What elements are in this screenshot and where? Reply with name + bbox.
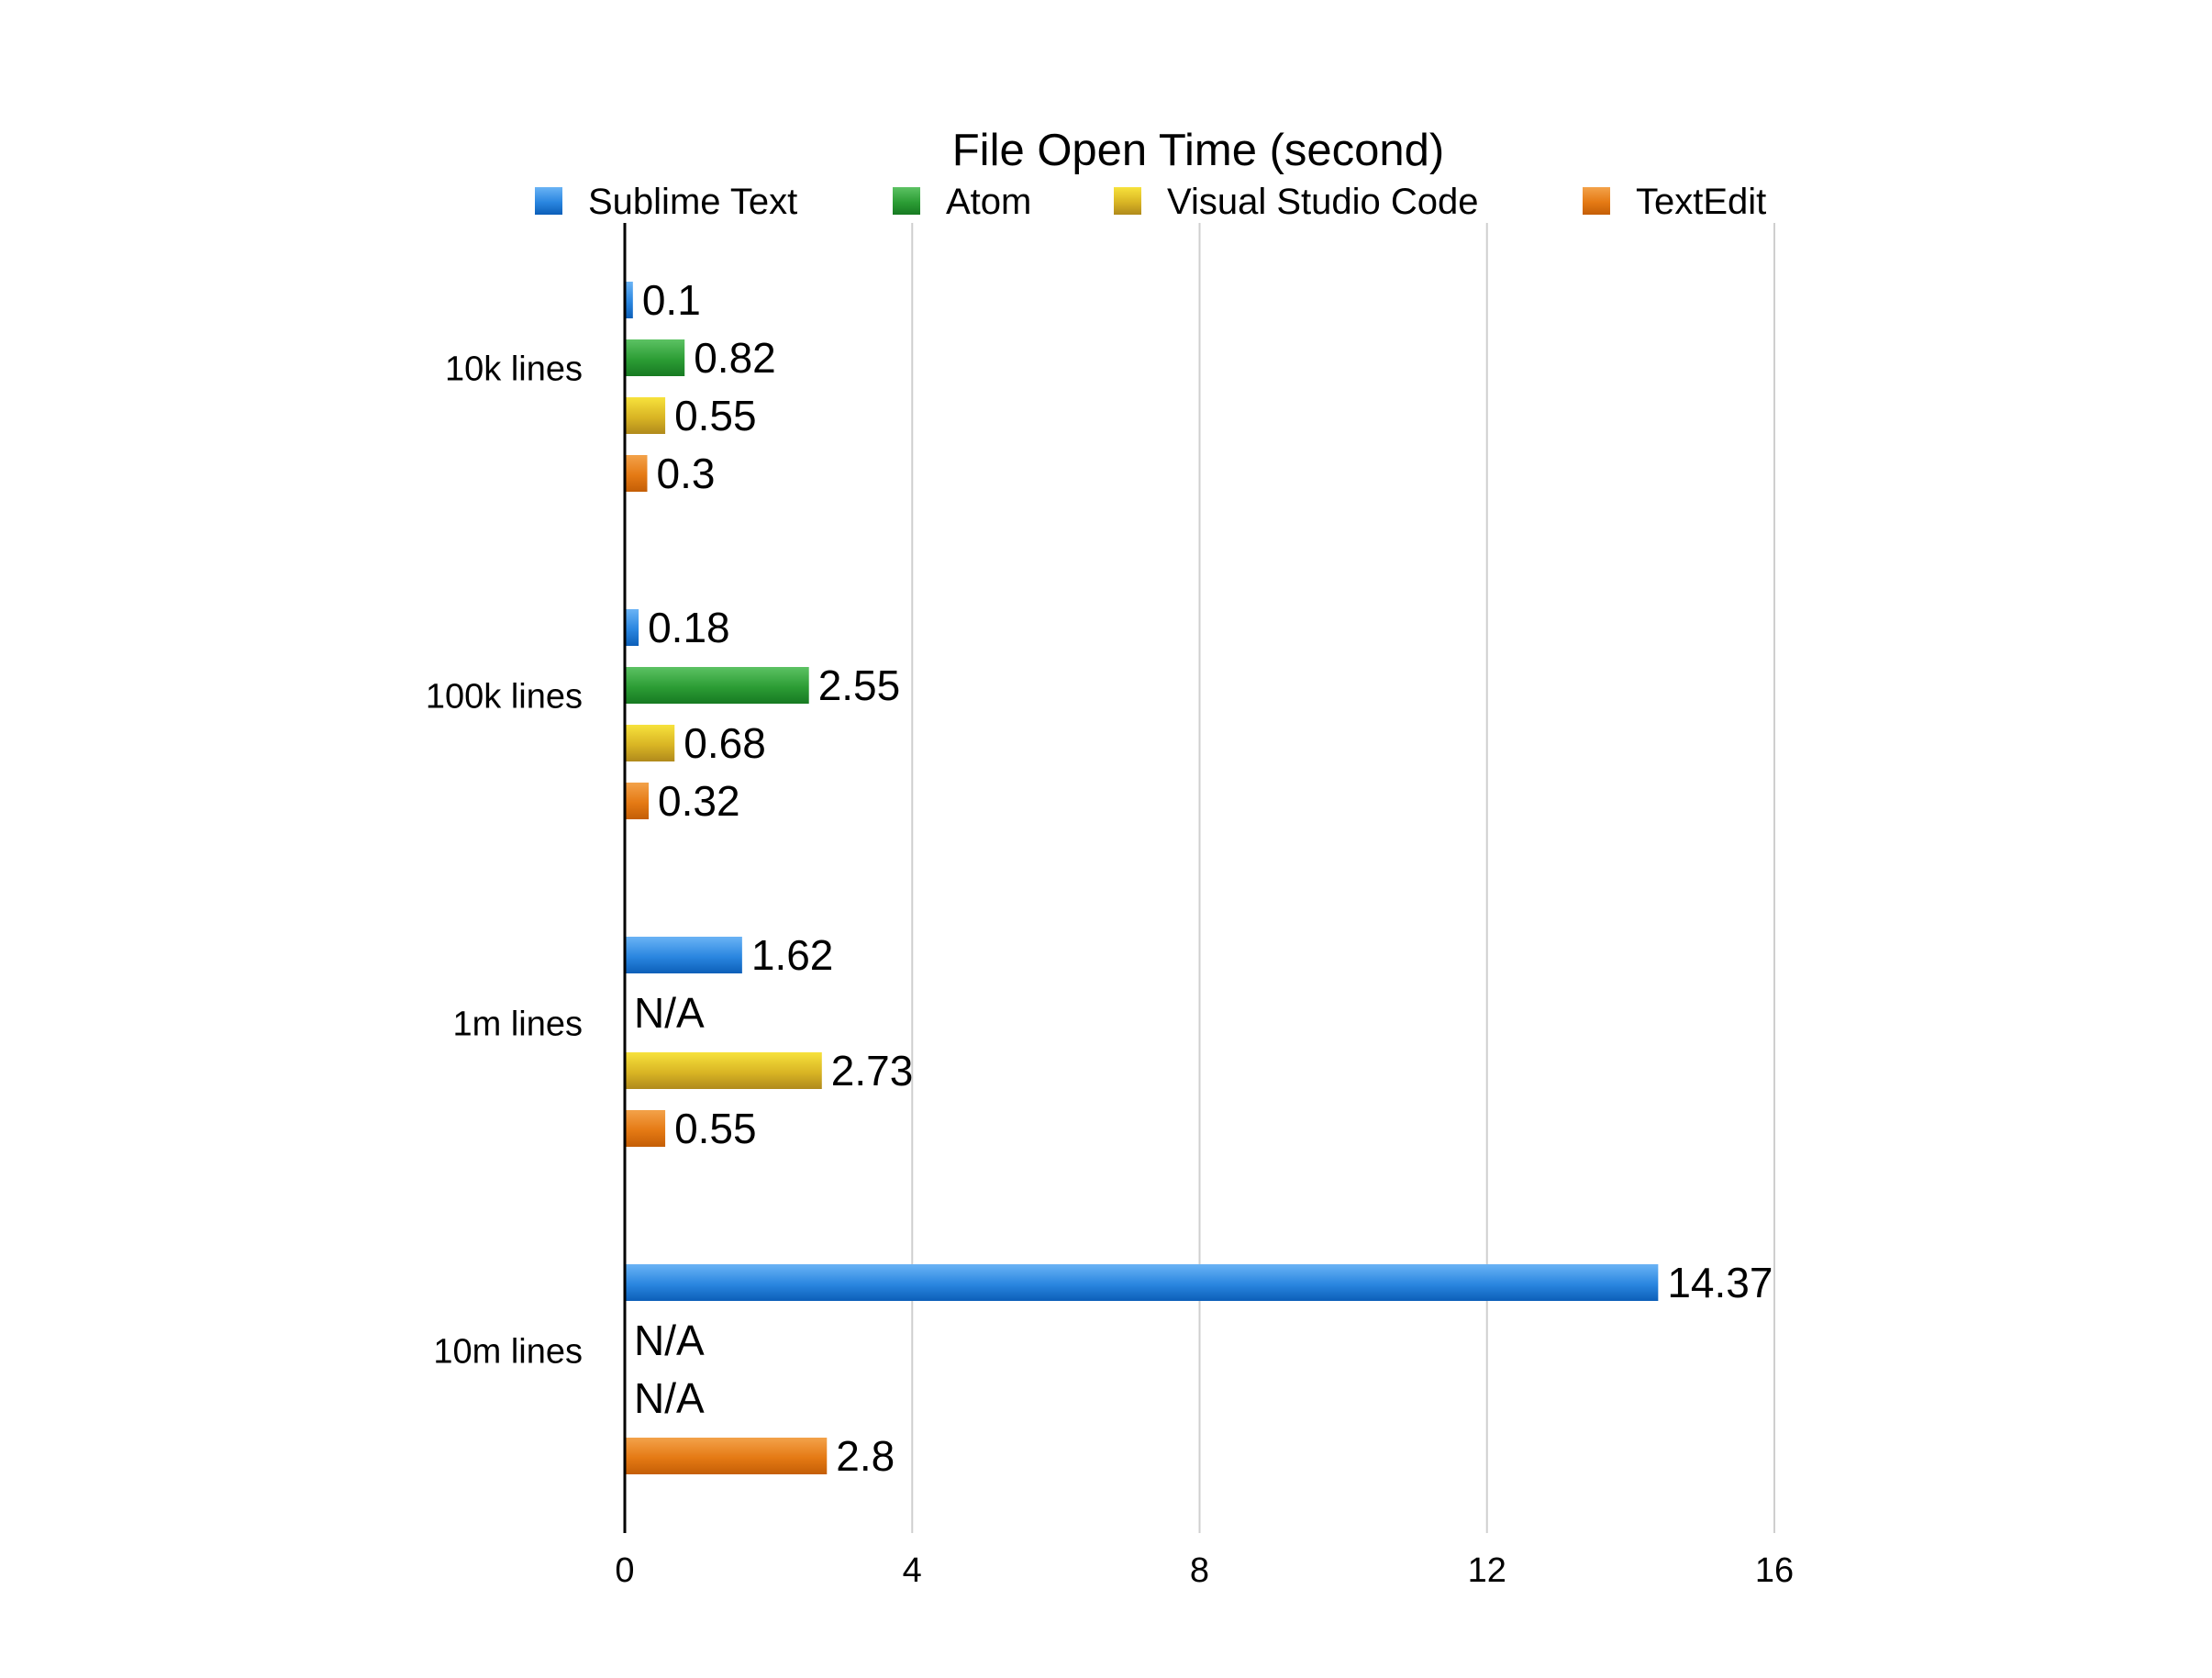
bar-sublime-text-1m-lines xyxy=(626,937,742,973)
legend-swatch-textedit xyxy=(1583,187,1610,215)
gridlines xyxy=(911,223,1775,1533)
legend-swatch-visual-studio-code xyxy=(1114,187,1141,215)
data-label-textedit-100k-lines: 0.32 xyxy=(658,777,740,825)
x-tick-label-12: 12 xyxy=(1468,1551,1506,1590)
bar-visual-studio-code-100k-lines xyxy=(626,725,675,761)
x-tick-label-16: 16 xyxy=(1755,1551,1794,1590)
bar-visual-studio-code-10k-lines xyxy=(626,397,666,434)
bar-sublime-text-10k-lines xyxy=(626,282,633,318)
data-label-textedit-10k-lines: 0.3 xyxy=(656,450,715,497)
category-label-1m-lines: 1m lines xyxy=(453,1006,584,1044)
legend-label-atom: Atom xyxy=(946,182,1031,222)
data-label-atom-10m-lines: N/A xyxy=(634,1317,705,1364)
data-label-textedit-10m-lines: 2.8 xyxy=(836,1432,895,1480)
legend: Sublime Text Atom Visual Studio Code TextEd… xyxy=(535,182,1766,222)
bar-textedit-10k-lines xyxy=(626,455,648,492)
category-label-10k-lines: 10k lines xyxy=(445,350,583,389)
data-label-visual-studio-code-10k-lines: 0.55 xyxy=(674,392,757,439)
data-label-atom-1m-lines: N/A xyxy=(634,989,705,1037)
bar-textedit-100k-lines xyxy=(626,783,650,819)
bar-sublime-text-100k-lines xyxy=(626,609,639,646)
bar-textedit-10m-lines xyxy=(626,1438,828,1474)
bar-textedit-1m-lines xyxy=(626,1110,666,1147)
bar-atom-10k-lines xyxy=(626,339,685,376)
x-tick-label-8: 8 xyxy=(1190,1551,1209,1590)
category-label-100k-lines: 100k lines xyxy=(426,678,583,717)
chart-title: File Open Time (second) xyxy=(952,126,1445,175)
data-label-visual-studio-code-100k-lines: 0.68 xyxy=(684,719,766,767)
legend-label-visual-studio-code: Visual Studio Code xyxy=(1167,182,1479,222)
legend-swatch-atom xyxy=(893,187,920,215)
bar-visual-studio-code-1m-lines xyxy=(626,1052,822,1089)
x-axis-ticks: 0 4 8 12 16 xyxy=(615,1551,1794,1590)
category-label-10m-lines: 10m lines xyxy=(433,1333,583,1372)
data-label-sublime-text-10m-lines: 14.37 xyxy=(1667,1259,1773,1306)
data-labels: 0.1 0.82 0.55 0.3 0.18 2.55 0.68 0.32 1.62 N/A 2.7… xyxy=(634,276,1773,1480)
legend-label-sublime-text: Sublime Text xyxy=(588,182,797,222)
legend-swatch-sublime-text xyxy=(535,187,562,215)
data-label-visual-studio-code-10m-lines: N/A xyxy=(634,1374,705,1422)
data-label-sublime-text-1m-lines: 1.62 xyxy=(751,931,834,979)
data-label-sublime-text-100k-lines: 0.18 xyxy=(648,604,730,651)
bar-atom-100k-lines xyxy=(626,667,809,704)
data-label-atom-10k-lines: 0.82 xyxy=(694,334,776,382)
bars xyxy=(626,282,1659,1474)
x-tick-label-0: 0 xyxy=(615,1551,634,1590)
x-tick-label-4: 4 xyxy=(903,1551,922,1590)
category-labels: 10k lines 100k lines 1m lines 10m lines xyxy=(426,350,583,1372)
data-label-visual-studio-code-1m-lines: 2.73 xyxy=(831,1047,914,1095)
bar-sublime-text-10m-lines xyxy=(626,1264,1659,1301)
data-label-sublime-text-10k-lines: 0.1 xyxy=(642,276,701,324)
data-label-atom-100k-lines: 2.55 xyxy=(818,661,901,709)
legend-label-textedit: TextEdit xyxy=(1636,182,1766,222)
data-label-textedit-1m-lines: 0.55 xyxy=(674,1105,757,1152)
